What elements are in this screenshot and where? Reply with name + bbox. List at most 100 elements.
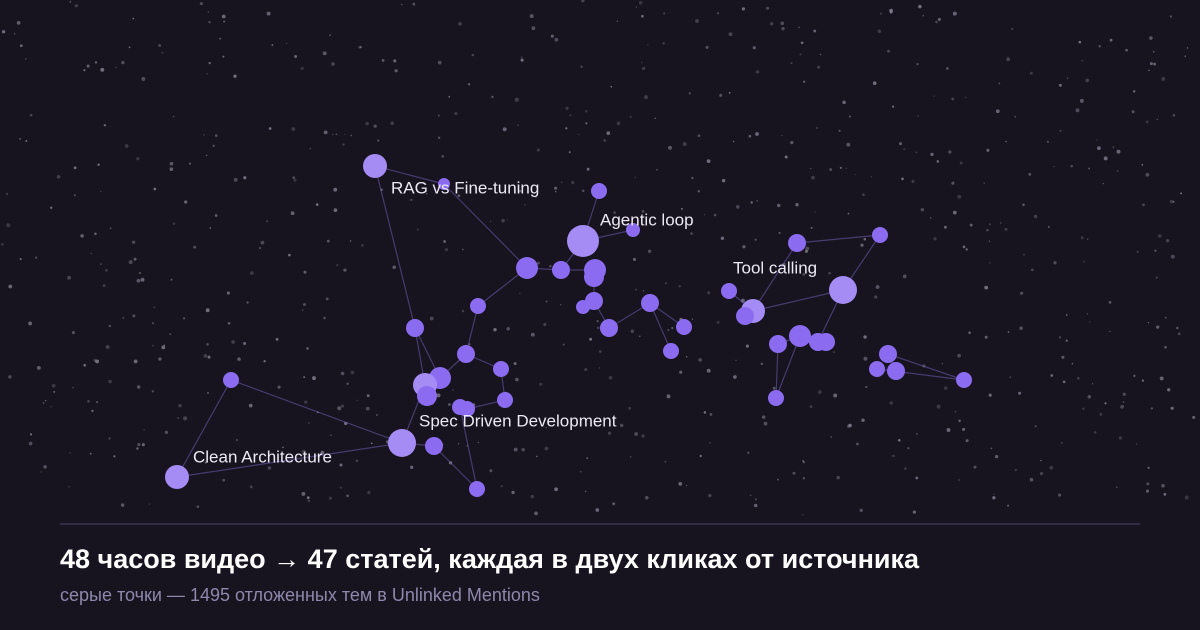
star <box>436 393 441 398</box>
star <box>1155 276 1158 279</box>
star <box>716 321 720 324</box>
node <box>552 261 570 279</box>
star <box>803 80 806 83</box>
star <box>809 405 813 408</box>
star <box>233 178 238 182</box>
star <box>1163 492 1167 496</box>
star <box>1146 482 1150 486</box>
star <box>401 3 403 6</box>
star <box>616 121 621 126</box>
star <box>1172 200 1175 203</box>
star <box>1082 260 1085 263</box>
star <box>1136 250 1139 253</box>
star <box>962 427 966 431</box>
star <box>28 441 33 446</box>
star <box>644 95 648 100</box>
star <box>322 51 327 56</box>
star <box>584 368 588 372</box>
star <box>325 297 329 301</box>
star <box>735 205 740 209</box>
star <box>231 340 235 344</box>
star <box>776 203 781 208</box>
star <box>99 263 102 266</box>
star <box>294 55 298 58</box>
star <box>467 83 471 86</box>
star <box>951 181 955 185</box>
star <box>915 151 918 154</box>
star <box>16 21 21 25</box>
star <box>153 187 157 191</box>
star <box>89 452 92 455</box>
star <box>343 268 347 272</box>
star <box>87 400 90 403</box>
star <box>122 316 125 320</box>
star <box>817 65 820 69</box>
star <box>1091 383 1094 385</box>
star <box>457 194 461 197</box>
edge <box>176 442 403 478</box>
star <box>90 252 92 255</box>
star <box>586 167 590 171</box>
star <box>83 69 86 72</box>
star <box>958 419 961 423</box>
star <box>53 391 56 393</box>
star <box>1007 504 1010 507</box>
star <box>293 178 297 182</box>
star <box>493 327 497 332</box>
star <box>137 442 141 447</box>
star <box>323 130 328 135</box>
star <box>685 484 688 487</box>
star <box>993 493 995 495</box>
star <box>741 7 746 11</box>
star <box>777 478 779 481</box>
star <box>647 44 649 46</box>
star <box>610 85 613 88</box>
star <box>326 239 330 243</box>
star <box>337 406 342 411</box>
star <box>565 106 569 111</box>
star <box>506 219 509 221</box>
star <box>667 329 670 331</box>
star <box>196 505 200 508</box>
star <box>1004 227 1008 231</box>
star <box>897 438 901 442</box>
star <box>109 227 112 230</box>
star <box>1148 69 1150 72</box>
node <box>406 319 424 337</box>
star <box>491 95 494 99</box>
star <box>457 443 460 445</box>
star <box>266 11 271 16</box>
star <box>750 201 753 204</box>
star <box>1086 313 1089 315</box>
star <box>1184 55 1187 58</box>
star <box>136 278 141 283</box>
star <box>875 285 880 289</box>
star <box>586 457 589 460</box>
star <box>163 344 166 346</box>
star <box>136 385 141 389</box>
star <box>664 282 668 285</box>
star <box>1096 139 1098 141</box>
star <box>1133 90 1136 93</box>
star <box>745 344 749 348</box>
star <box>584 109 588 113</box>
star <box>780 21 785 26</box>
star <box>565 127 568 130</box>
star <box>716 12 720 15</box>
star <box>554 37 559 42</box>
star <box>1109 330 1111 333</box>
star <box>94 61 98 64</box>
star <box>132 314 136 318</box>
star <box>561 181 563 184</box>
star <box>663 12 666 15</box>
star <box>778 231 781 234</box>
star <box>1040 459 1042 462</box>
star <box>290 211 295 216</box>
edge <box>887 353 965 381</box>
star <box>719 93 723 97</box>
star <box>870 176 873 178</box>
star <box>986 228 989 232</box>
node <box>789 325 811 347</box>
star <box>206 343 209 346</box>
